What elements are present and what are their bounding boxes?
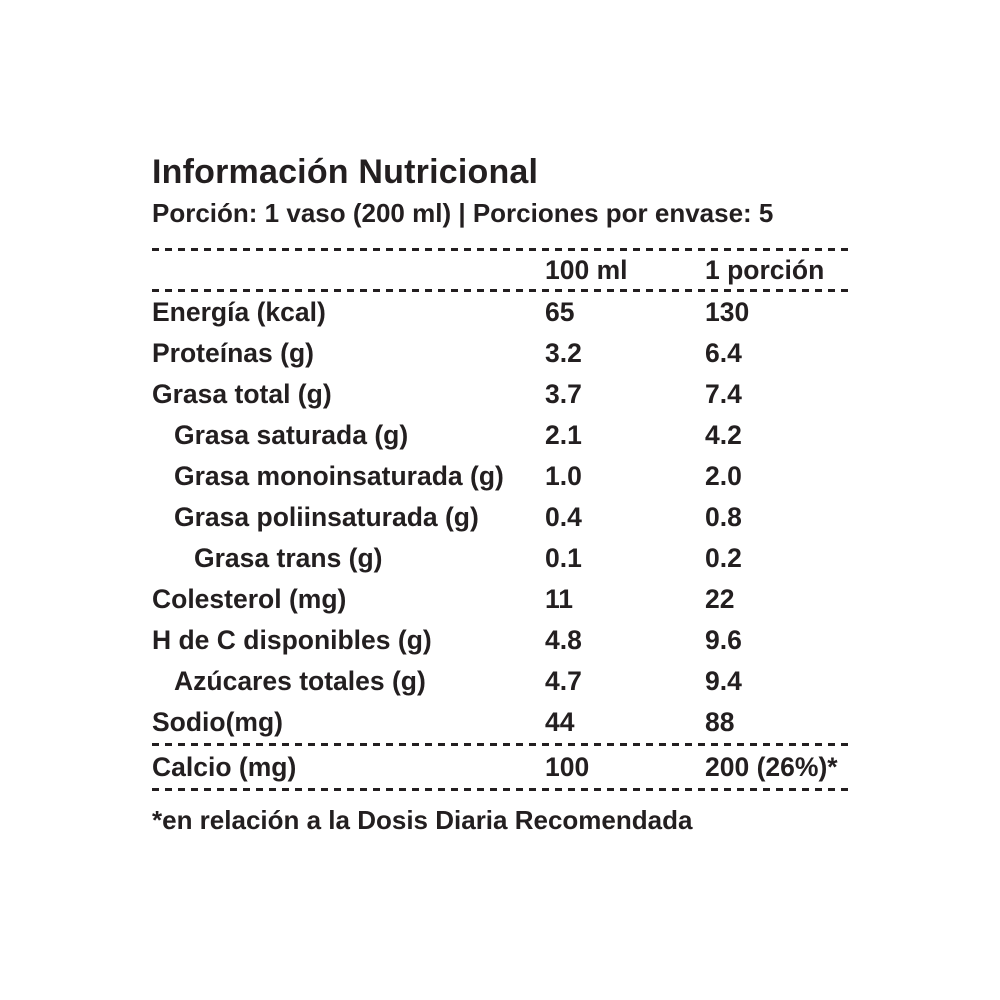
row-value-porcion: 0.2 — [705, 543, 742, 574]
row-label: Grasa monoinsaturada (g) — [174, 461, 504, 492]
row-label: Colesterol (mg) — [152, 584, 347, 615]
page-title: Información Nutricional — [152, 153, 539, 191]
row-value-porcion: 130 — [705, 297, 750, 328]
row-value-100ml: 3.2 — [545, 338, 582, 369]
table-header-row: 100 ml 1 porción — [152, 251, 852, 289]
row-label: Grasa total (g) — [152, 379, 332, 410]
row-label: Grasa trans (g) — [194, 543, 383, 574]
serving-info: Porción: 1 vaso (200 ml) | Porciones por… — [152, 198, 774, 228]
row-value-100ml: 100 — [545, 751, 590, 782]
row-value-porcion: 9.4 — [705, 666, 742, 697]
divider-bottom — [152, 788, 852, 791]
row-label: H de C disponibles (g) — [152, 625, 432, 656]
row-value-100ml: 4.8 — [545, 625, 582, 656]
row-label: Calcio (mg) — [152, 751, 297, 782]
row-value-100ml: 65 — [545, 297, 575, 328]
table-row: Grasa total (g) 3.7 7.4 — [152, 374, 852, 415]
table-row: Sodio(mg) 44 88 — [152, 702, 852, 743]
row-value-100ml: 4.7 — [545, 666, 582, 697]
divider-header — [152, 289, 852, 292]
row-value-100ml: 2.1 — [545, 420, 582, 451]
nutrition-facts-panel: Información Nutricional Porción: 1 vaso … — [152, 152, 852, 837]
table-row: Grasa saturada (g) 2.1 4.2 — [152, 415, 852, 456]
table-body: Energía (kcal) 65 130 Proteínas (g) 3.2 6.4 Gr… — [152, 292, 852, 788]
row-value-100ml: 0.4 — [545, 502, 582, 533]
row-label: Grasa poliinsaturada (g) — [174, 502, 479, 533]
row-value-porcion: 4.2 — [705, 420, 742, 451]
row-value-100ml: 3.7 — [545, 379, 582, 410]
table-row: H de C disponibles (g) 4.8 9.6 — [152, 620, 852, 661]
row-value-100ml: 1.0 — [545, 461, 582, 492]
column-header-100ml: 100 ml — [545, 254, 628, 285]
row-label: Azúcares totales (g) — [174, 666, 426, 697]
row-value-porcion: 22 — [705, 584, 735, 615]
row-value-porcion: 6.4 — [705, 338, 742, 369]
row-value-porcion: 88 — [705, 707, 735, 738]
row-label: Energía (kcal) — [152, 297, 326, 328]
table-row: Colesterol (mg) 11 22 — [152, 579, 852, 620]
table-row: Calcio (mg) 100 200 (26%)* — [152, 746, 852, 788]
row-value-porcion: 200 (26%)* — [705, 751, 838, 782]
row-label: Sodio(mg) — [152, 707, 283, 738]
divider-top — [152, 248, 852, 251]
row-label: Proteínas (g) — [152, 338, 314, 369]
row-value-porcion: 9.6 — [705, 625, 742, 656]
table-row: Grasa trans (g) 0.1 0.2 — [152, 538, 852, 579]
row-label: Grasa saturada (g) — [174, 420, 409, 451]
row-value-100ml: 44 — [545, 707, 575, 738]
table-row: Grasa poliinsaturada (g) 0.4 0.8 — [152, 497, 852, 538]
row-value-100ml: 0.1 — [545, 543, 582, 574]
row-value-porcion: 0.8 — [705, 502, 742, 533]
row-value-porcion: 2.0 — [705, 461, 742, 492]
column-header-porcion: 1 porción — [705, 254, 825, 285]
row-value-100ml: 11 — [545, 584, 574, 615]
table-row: Energía (kcal) 65 130 — [152, 292, 852, 333]
table-row: Azúcares totales (g) 4.7 9.4 — [152, 661, 852, 702]
footnote: *en relación a la Dosis Diaria Recomenda… — [152, 805, 693, 835]
table-row: Proteínas (g) 3.2 6.4 — [152, 333, 852, 374]
divider-row — [152, 743, 852, 746]
row-value-porcion: 7.4 — [705, 379, 742, 410]
table-row: Grasa monoinsaturada (g) 1.0 2.0 — [152, 456, 852, 497]
